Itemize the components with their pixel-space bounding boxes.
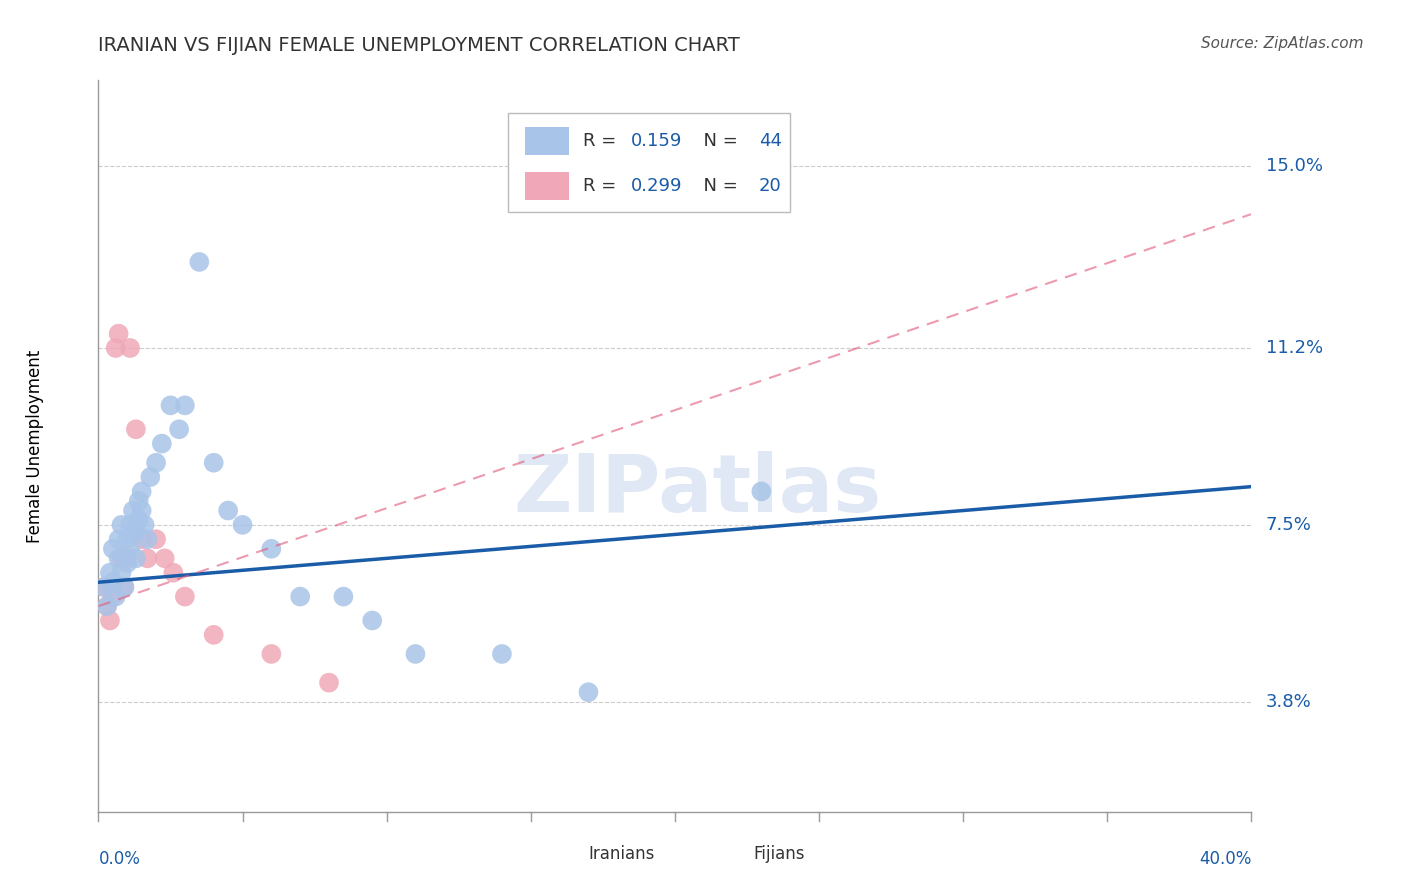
Point [117, 533, 139, 547]
Point [125, 523, 148, 537]
Point [122, 503, 145, 517]
Point [217, 503, 239, 517]
Point [107, 533, 129, 547]
Point [117, 556, 139, 570]
Point [112, 580, 135, 594]
Point [120, 341, 142, 355]
Text: 20: 20 [759, 178, 782, 195]
Point [112, 551, 135, 566]
Point [174, 590, 197, 604]
Point [361, 614, 384, 628]
Point [117, 551, 139, 566]
Point [131, 533, 153, 547]
Point [139, 470, 162, 484]
Point [260, 647, 283, 661]
Point [101, 590, 124, 604]
Text: N =: N = [692, 178, 744, 195]
Point [98, 566, 121, 580]
Point [104, 341, 127, 355]
Text: 0.0%: 0.0% [98, 850, 141, 868]
Point [174, 398, 197, 412]
Point [101, 541, 124, 556]
Point [96, 599, 118, 614]
Text: Iranians: Iranians [589, 845, 655, 863]
Point [125, 551, 148, 566]
Point [122, 527, 145, 541]
Point [318, 675, 340, 690]
Point [110, 517, 132, 532]
Point [131, 484, 153, 499]
Text: 0.299: 0.299 [631, 178, 682, 195]
FancyBboxPatch shape [508, 113, 790, 212]
Text: Fijians: Fijians [754, 845, 804, 863]
Text: N =: N = [692, 132, 744, 150]
Point [145, 533, 167, 547]
Point [131, 503, 153, 517]
Point [104, 590, 127, 604]
FancyBboxPatch shape [524, 127, 569, 155]
Text: 3.8%: 3.8% [1265, 693, 1312, 711]
Point [202, 456, 225, 470]
FancyBboxPatch shape [544, 843, 579, 865]
Point [112, 580, 135, 594]
Point [98, 614, 121, 628]
Text: Source: ZipAtlas.com: Source: ZipAtlas.com [1201, 36, 1364, 51]
Point [136, 533, 159, 547]
Point [125, 422, 148, 436]
Point [167, 422, 190, 436]
Text: ZIPatlas: ZIPatlas [513, 450, 882, 529]
Point [202, 628, 225, 642]
Point [120, 517, 142, 532]
Point [162, 566, 184, 580]
Point [145, 456, 167, 470]
Point [751, 484, 773, 499]
Point [110, 566, 132, 580]
FancyBboxPatch shape [710, 843, 744, 865]
Text: 0.159: 0.159 [631, 132, 682, 150]
Text: 7.5%: 7.5% [1265, 516, 1312, 534]
Text: R =: R = [582, 132, 621, 150]
Text: 44: 44 [759, 132, 782, 150]
FancyBboxPatch shape [524, 172, 569, 200]
Point [290, 590, 312, 604]
Point [150, 436, 173, 450]
Text: R =: R = [582, 178, 621, 195]
Text: 40.0%: 40.0% [1199, 850, 1251, 868]
Point [153, 551, 176, 566]
Text: 11.2%: 11.2% [1265, 339, 1323, 357]
Point [134, 517, 156, 532]
Point [405, 647, 427, 661]
Point [188, 255, 211, 269]
Point [128, 494, 150, 508]
Point [578, 685, 600, 699]
Text: 15.0%: 15.0% [1265, 157, 1323, 176]
Point [128, 513, 150, 527]
Point [93, 580, 115, 594]
Point [101, 575, 124, 590]
Point [491, 647, 513, 661]
Point [159, 398, 181, 412]
Point [96, 599, 118, 614]
Point [120, 541, 142, 556]
Point [110, 551, 132, 566]
Text: Female Unemployment: Female Unemployment [25, 350, 44, 542]
Point [107, 326, 129, 341]
Text: IRANIAN VS FIJIAN FEMALE UNEMPLOYMENT CORRELATION CHART: IRANIAN VS FIJIAN FEMALE UNEMPLOYMENT CO… [98, 36, 740, 54]
Point [93, 580, 115, 594]
Point [260, 541, 283, 556]
Point [332, 590, 354, 604]
Point [107, 551, 129, 566]
Point [231, 517, 254, 532]
Point [136, 551, 159, 566]
